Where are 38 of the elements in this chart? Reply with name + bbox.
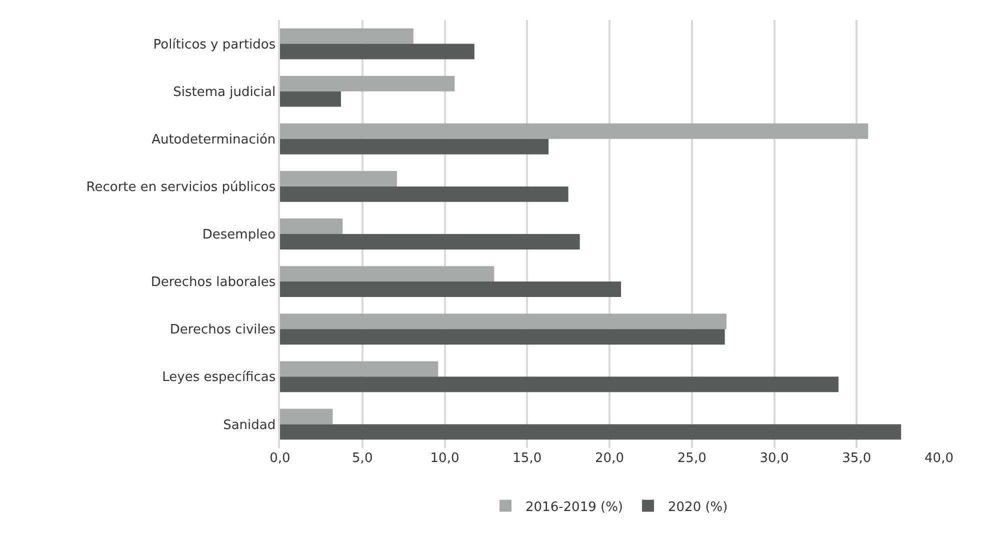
bar <box>280 218 343 234</box>
x-tick-label: 15,0 <box>512 451 542 466</box>
bar <box>280 44 474 60</box>
y-tick-label: Políticos y partidos <box>153 37 276 52</box>
bar <box>280 186 568 202</box>
bar <box>280 76 455 92</box>
legend-label: 2020 (%) <box>668 500 728 515</box>
bar <box>280 266 494 282</box>
x-tick-label: 10,0 <box>430 451 460 466</box>
bar <box>280 408 333 424</box>
y-tick-label: Autodeterminación <box>152 132 276 148</box>
bar <box>280 361 438 377</box>
bar <box>280 424 902 440</box>
legend-label: 2016-2019 (%) <box>526 500 623 515</box>
x-tick-label: 0,0 <box>270 451 290 466</box>
x-tick-label: 25,0 <box>677 451 706 466</box>
y-tick-label: Derechos laborales <box>150 275 276 290</box>
x-tick-label: 30,0 <box>760 451 789 466</box>
bar <box>280 138 549 154</box>
x-tick-label: 40,0 <box>924 451 954 466</box>
y-tick-label: Leyes específicas <box>162 370 276 386</box>
bar <box>280 91 341 107</box>
y-tick-label: Derechos civiles <box>170 322 276 338</box>
bar <box>280 28 414 44</box>
y-tick-label: Desempleo <box>202 228 276 243</box>
bar <box>280 123 868 139</box>
bar <box>280 282 622 298</box>
x-tick-label: 20,0 <box>595 451 624 466</box>
bar <box>280 329 725 345</box>
bar <box>280 234 580 250</box>
x-tick-label: 5,0 <box>352 451 373 466</box>
bar <box>280 314 726 330</box>
bar <box>280 170 397 186</box>
y-tick-label: Recorte en servicios públicos <box>86 180 276 195</box>
y-tick-label: Sanidad <box>223 418 276 433</box>
y-tick-label: Sistema judicial <box>173 84 276 100</box>
bar <box>280 376 838 392</box>
x-tick-label: 35,0 <box>842 451 872 466</box>
